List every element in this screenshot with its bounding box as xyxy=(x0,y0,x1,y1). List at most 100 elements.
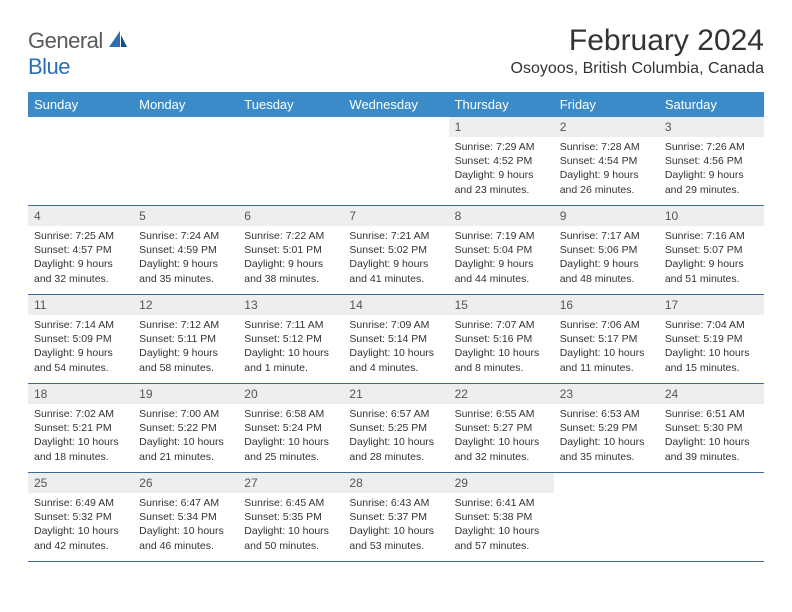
sunrise-text: Sunrise: 7:04 AM xyxy=(665,318,758,332)
day-number: 4 xyxy=(28,206,133,226)
day-cell: 29Sunrise: 6:41 AMSunset: 5:38 PMDayligh… xyxy=(449,473,554,561)
weeks-container: 1Sunrise: 7:29 AMSunset: 4:52 PMDaylight… xyxy=(28,117,764,562)
day-cell: 5Sunrise: 7:24 AMSunset: 4:59 PMDaylight… xyxy=(133,206,238,294)
day-number: 29 xyxy=(449,473,554,493)
day-number: 22 xyxy=(449,384,554,404)
title-block: February 2024 Osoyoos, British Columbia,… xyxy=(511,24,764,78)
logo-line2: Blue xyxy=(28,54,70,80)
calendar-page: General February 2024 Osoyoos, British C… xyxy=(0,0,792,582)
weekday-header-cell: Monday xyxy=(133,92,238,117)
sunrise-text: Sunrise: 7:09 AM xyxy=(349,318,442,332)
day-number: 24 xyxy=(659,384,764,404)
day-cell: 17Sunrise: 7:04 AMSunset: 5:19 PMDayligh… xyxy=(659,295,764,383)
sunset-text: Sunset: 5:11 PM xyxy=(139,332,232,346)
day-info: Sunrise: 6:58 AMSunset: 5:24 PMDaylight:… xyxy=(238,404,343,470)
sunset-text: Sunset: 5:16 PM xyxy=(455,332,548,346)
sunset-text: Sunset: 5:19 PM xyxy=(665,332,758,346)
day-info: Sunrise: 6:49 AMSunset: 5:32 PMDaylight:… xyxy=(28,493,133,559)
day-cell: 12Sunrise: 7:12 AMSunset: 5:11 PMDayligh… xyxy=(133,295,238,383)
daylight-text: Daylight: 9 hours and 38 minutes. xyxy=(244,257,337,285)
location-subtitle: Osoyoos, British Columbia, Canada xyxy=(511,60,764,78)
sunrise-text: Sunrise: 7:07 AM xyxy=(455,318,548,332)
day-cell: 8Sunrise: 7:19 AMSunset: 5:04 PMDaylight… xyxy=(449,206,554,294)
daylight-text: Daylight: 9 hours and 23 minutes. xyxy=(455,168,548,196)
day-number: 10 xyxy=(659,206,764,226)
day-info: Sunrise: 7:06 AMSunset: 5:17 PMDaylight:… xyxy=(554,315,659,381)
day-number: 17 xyxy=(659,295,764,315)
sunset-text: Sunset: 5:34 PM xyxy=(139,510,232,524)
daylight-text: Daylight: 10 hours and 11 minutes. xyxy=(560,346,653,374)
sunrise-text: Sunrise: 7:29 AM xyxy=(455,140,548,154)
day-cell: 11Sunrise: 7:14 AMSunset: 5:09 PMDayligh… xyxy=(28,295,133,383)
sunset-text: Sunset: 5:07 PM xyxy=(665,243,758,257)
sunset-text: Sunset: 5:32 PM xyxy=(34,510,127,524)
sunrise-text: Sunrise: 7:25 AM xyxy=(34,229,127,243)
day-info: Sunrise: 7:25 AMSunset: 4:57 PMDaylight:… xyxy=(28,226,133,292)
sunset-text: Sunset: 5:27 PM xyxy=(455,421,548,435)
week-row: 25Sunrise: 6:49 AMSunset: 5:32 PMDayligh… xyxy=(28,473,764,562)
day-number: 3 xyxy=(659,117,764,137)
day-cell: 25Sunrise: 6:49 AMSunset: 5:32 PMDayligh… xyxy=(28,473,133,561)
day-cell: 24Sunrise: 6:51 AMSunset: 5:30 PMDayligh… xyxy=(659,384,764,472)
week-row: 11Sunrise: 7:14 AMSunset: 5:09 PMDayligh… xyxy=(28,295,764,384)
daylight-text: Daylight: 10 hours and 42 minutes. xyxy=(34,524,127,552)
day-info: Sunrise: 7:28 AMSunset: 4:54 PMDaylight:… xyxy=(554,137,659,203)
day-number: 5 xyxy=(133,206,238,226)
day-cell: 23Sunrise: 6:53 AMSunset: 5:29 PMDayligh… xyxy=(554,384,659,472)
sunrise-text: Sunrise: 6:43 AM xyxy=(349,496,442,510)
day-cell xyxy=(659,473,764,561)
daylight-text: Daylight: 9 hours and 29 minutes. xyxy=(665,168,758,196)
day-info: Sunrise: 6:57 AMSunset: 5:25 PMDaylight:… xyxy=(343,404,448,470)
week-row: 4Sunrise: 7:25 AMSunset: 4:57 PMDaylight… xyxy=(28,206,764,295)
day-cell: 20Sunrise: 6:58 AMSunset: 5:24 PMDayligh… xyxy=(238,384,343,472)
week-row: 1Sunrise: 7:29 AMSunset: 4:52 PMDaylight… xyxy=(28,117,764,206)
day-info: Sunrise: 7:16 AMSunset: 5:07 PMDaylight:… xyxy=(659,226,764,292)
sunset-text: Sunset: 5:04 PM xyxy=(455,243,548,257)
day-info: Sunrise: 7:22 AMSunset: 5:01 PMDaylight:… xyxy=(238,226,343,292)
daylight-text: Daylight: 10 hours and 1 minute. xyxy=(244,346,337,374)
week-row: 18Sunrise: 7:02 AMSunset: 5:21 PMDayligh… xyxy=(28,384,764,473)
sunset-text: Sunset: 5:02 PM xyxy=(349,243,442,257)
daylight-text: Daylight: 9 hours and 26 minutes. xyxy=(560,168,653,196)
sunset-text: Sunset: 4:59 PM xyxy=(139,243,232,257)
sunrise-text: Sunrise: 7:00 AM xyxy=(139,407,232,421)
sunrise-text: Sunrise: 7:16 AM xyxy=(665,229,758,243)
day-info: Sunrise: 6:41 AMSunset: 5:38 PMDaylight:… xyxy=(449,493,554,559)
day-number: 25 xyxy=(28,473,133,493)
day-info: Sunrise: 6:53 AMSunset: 5:29 PMDaylight:… xyxy=(554,404,659,470)
sunrise-text: Sunrise: 6:55 AM xyxy=(455,407,548,421)
daylight-text: Daylight: 10 hours and 53 minutes. xyxy=(349,524,442,552)
sunrise-text: Sunrise: 7:14 AM xyxy=(34,318,127,332)
day-cell: 7Sunrise: 7:21 AMSunset: 5:02 PMDaylight… xyxy=(343,206,448,294)
sunrise-text: Sunrise: 7:19 AM xyxy=(455,229,548,243)
day-number: 7 xyxy=(343,206,448,226)
day-number: 9 xyxy=(554,206,659,226)
calendar-grid: SundayMondayTuesdayWednesdayThursdayFrid… xyxy=(28,92,764,562)
day-cell: 18Sunrise: 7:02 AMSunset: 5:21 PMDayligh… xyxy=(28,384,133,472)
day-number: 19 xyxy=(133,384,238,404)
day-info: Sunrise: 7:09 AMSunset: 5:14 PMDaylight:… xyxy=(343,315,448,381)
daylight-text: Daylight: 9 hours and 44 minutes. xyxy=(455,257,548,285)
day-number: 6 xyxy=(238,206,343,226)
sunset-text: Sunset: 5:09 PM xyxy=(34,332,127,346)
sunrise-text: Sunrise: 6:51 AM xyxy=(665,407,758,421)
weekday-header-cell: Sunday xyxy=(28,92,133,117)
day-info: Sunrise: 7:04 AMSunset: 5:19 PMDaylight:… xyxy=(659,315,764,381)
day-info: Sunrise: 7:11 AMSunset: 5:12 PMDaylight:… xyxy=(238,315,343,381)
daylight-text: Daylight: 10 hours and 32 minutes. xyxy=(455,435,548,463)
sunrise-text: Sunrise: 7:06 AM xyxy=(560,318,653,332)
day-info: Sunrise: 7:21 AMSunset: 5:02 PMDaylight:… xyxy=(343,226,448,292)
daylight-text: Daylight: 9 hours and 41 minutes. xyxy=(349,257,442,285)
day-cell xyxy=(133,117,238,205)
page-header: General February 2024 Osoyoos, British C… xyxy=(28,24,764,78)
daylight-text: Daylight: 10 hours and 39 minutes. xyxy=(665,435,758,463)
day-cell: 9Sunrise: 7:17 AMSunset: 5:06 PMDaylight… xyxy=(554,206,659,294)
weekday-header-cell: Friday xyxy=(554,92,659,117)
day-info: Sunrise: 7:00 AMSunset: 5:22 PMDaylight:… xyxy=(133,404,238,470)
day-cell: 21Sunrise: 6:57 AMSunset: 5:25 PMDayligh… xyxy=(343,384,448,472)
day-number: 21 xyxy=(343,384,448,404)
day-number: 1 xyxy=(449,117,554,137)
sunset-text: Sunset: 4:56 PM xyxy=(665,154,758,168)
sunset-text: Sunset: 5:01 PM xyxy=(244,243,337,257)
daylight-text: Daylight: 10 hours and 28 minutes. xyxy=(349,435,442,463)
